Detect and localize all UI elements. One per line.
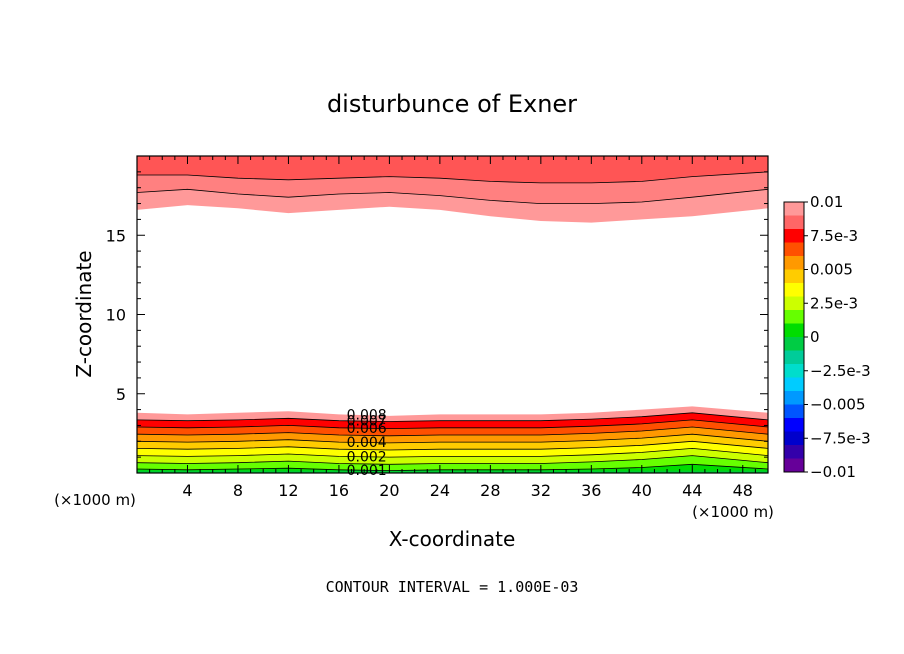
contour-label: 0.007 bbox=[347, 414, 387, 430]
x-tick-label: 44 bbox=[682, 481, 702, 500]
x-tick-label: 4 bbox=[182, 481, 192, 500]
chart-title: disturbunce of Exner bbox=[327, 90, 577, 118]
x-tick-label: 36 bbox=[581, 481, 601, 500]
colorbar-bin bbox=[784, 283, 804, 297]
colorbar-bin bbox=[784, 296, 804, 311]
colorbar-label: 7.5e-3 bbox=[810, 227, 858, 245]
y-axis-label: Z-coordinate bbox=[72, 250, 96, 377]
bottom-contour-line bbox=[136, 447, 769, 458]
colorbar-bin bbox=[784, 391, 804, 405]
colorbar-label: 0.005 bbox=[810, 261, 853, 279]
colorbar-bin bbox=[784, 350, 804, 365]
x-tick-label: 20 bbox=[379, 481, 399, 500]
x-axis-ticks: 4 8 12 16 20 24 28 32 36 40 44 48 bbox=[136, 156, 769, 500]
contour-label: 0.002 bbox=[347, 449, 387, 465]
top-contour-line bbox=[137, 171, 769, 184]
x-tick-label: 8 bbox=[233, 481, 243, 500]
contour-label: 0.006 bbox=[347, 421, 387, 437]
bottom-contour-line bbox=[136, 419, 769, 430]
top-band-fill-dark bbox=[137, 156, 768, 183]
x-unit-right: (×1000 m) bbox=[692, 503, 774, 521]
colorbar-bin bbox=[784, 310, 804, 324]
bottom-contour-line bbox=[136, 455, 769, 465]
colorbar-bin bbox=[784, 431, 804, 446]
colorbar-label: −7.5e-3 bbox=[810, 429, 871, 447]
contour-label: 0.004 bbox=[347, 435, 387, 451]
top-contour-line bbox=[136, 188, 769, 204]
x-tick-label: 28 bbox=[480, 481, 500, 500]
colorbar-bin bbox=[784, 404, 804, 419]
x-unit-left: (×1000 m) bbox=[54, 491, 136, 509]
bottom-contour-line bbox=[136, 433, 769, 444]
colorbar-label: −0.01 bbox=[810, 463, 856, 481]
contour-lines bbox=[136, 171, 769, 472]
colorbar-bin bbox=[784, 364, 804, 378]
x-tick-label: 32 bbox=[531, 481, 551, 500]
x-tick-label: 40 bbox=[632, 481, 652, 500]
colorbar-bin bbox=[784, 256, 804, 270]
y-tick-label: 15 bbox=[106, 226, 126, 245]
colorbar-bin bbox=[784, 377, 804, 392]
x-tick-label: 24 bbox=[430, 481, 450, 500]
colorbar-label: −2.5e-3 bbox=[810, 362, 871, 380]
bottom-contour-line bbox=[136, 440, 769, 451]
colorbar-bin bbox=[784, 215, 804, 230]
y-axis-ticks: 5 10 15 bbox=[106, 155, 768, 474]
colorbar-label: 2.5e-3 bbox=[810, 294, 858, 312]
y-tick-label: 5 bbox=[116, 385, 126, 404]
colorbar-bin bbox=[784, 337, 804, 351]
colorbar-bin bbox=[784, 202, 804, 216]
x-tick-label: 12 bbox=[278, 481, 298, 500]
x-tick-label: 48 bbox=[733, 481, 753, 500]
contour-label: 0.008 bbox=[347, 407, 387, 423]
colorbar-label: 0 bbox=[810, 328, 820, 346]
y-tick-label: 10 bbox=[106, 306, 126, 325]
colorbar-bin bbox=[784, 242, 804, 257]
colorbar-label: 0.01 bbox=[810, 193, 843, 211]
colorbar-label: −0.005 bbox=[810, 396, 866, 414]
colorbar-bin bbox=[784, 229, 804, 243]
colorbar-bin bbox=[784, 418, 804, 432]
colorbar-bin bbox=[784, 323, 804, 338]
contour-interval-note: CONTOUR INTERVAL = 1.000E-03 bbox=[326, 578, 579, 596]
contour-label: 0.001 bbox=[347, 463, 387, 479]
bottom-contour-line bbox=[136, 412, 769, 422]
x-tick-label: 16 bbox=[329, 481, 349, 500]
colorbar-bin bbox=[784, 445, 804, 459]
contour-fills bbox=[137, 156, 768, 473]
colorbar-labels: 0.01 7.5e-3 0.005 2.5e-3 0 −2.5e-3 −0.005 −7.5e… bbox=[804, 193, 871, 481]
x-axis-label: X-coordinate bbox=[389, 527, 516, 551]
colorbar-bin bbox=[784, 458, 804, 473]
bottom-contour-line bbox=[136, 426, 769, 437]
colorbar bbox=[784, 202, 804, 473]
colorbar-bin bbox=[784, 269, 804, 284]
